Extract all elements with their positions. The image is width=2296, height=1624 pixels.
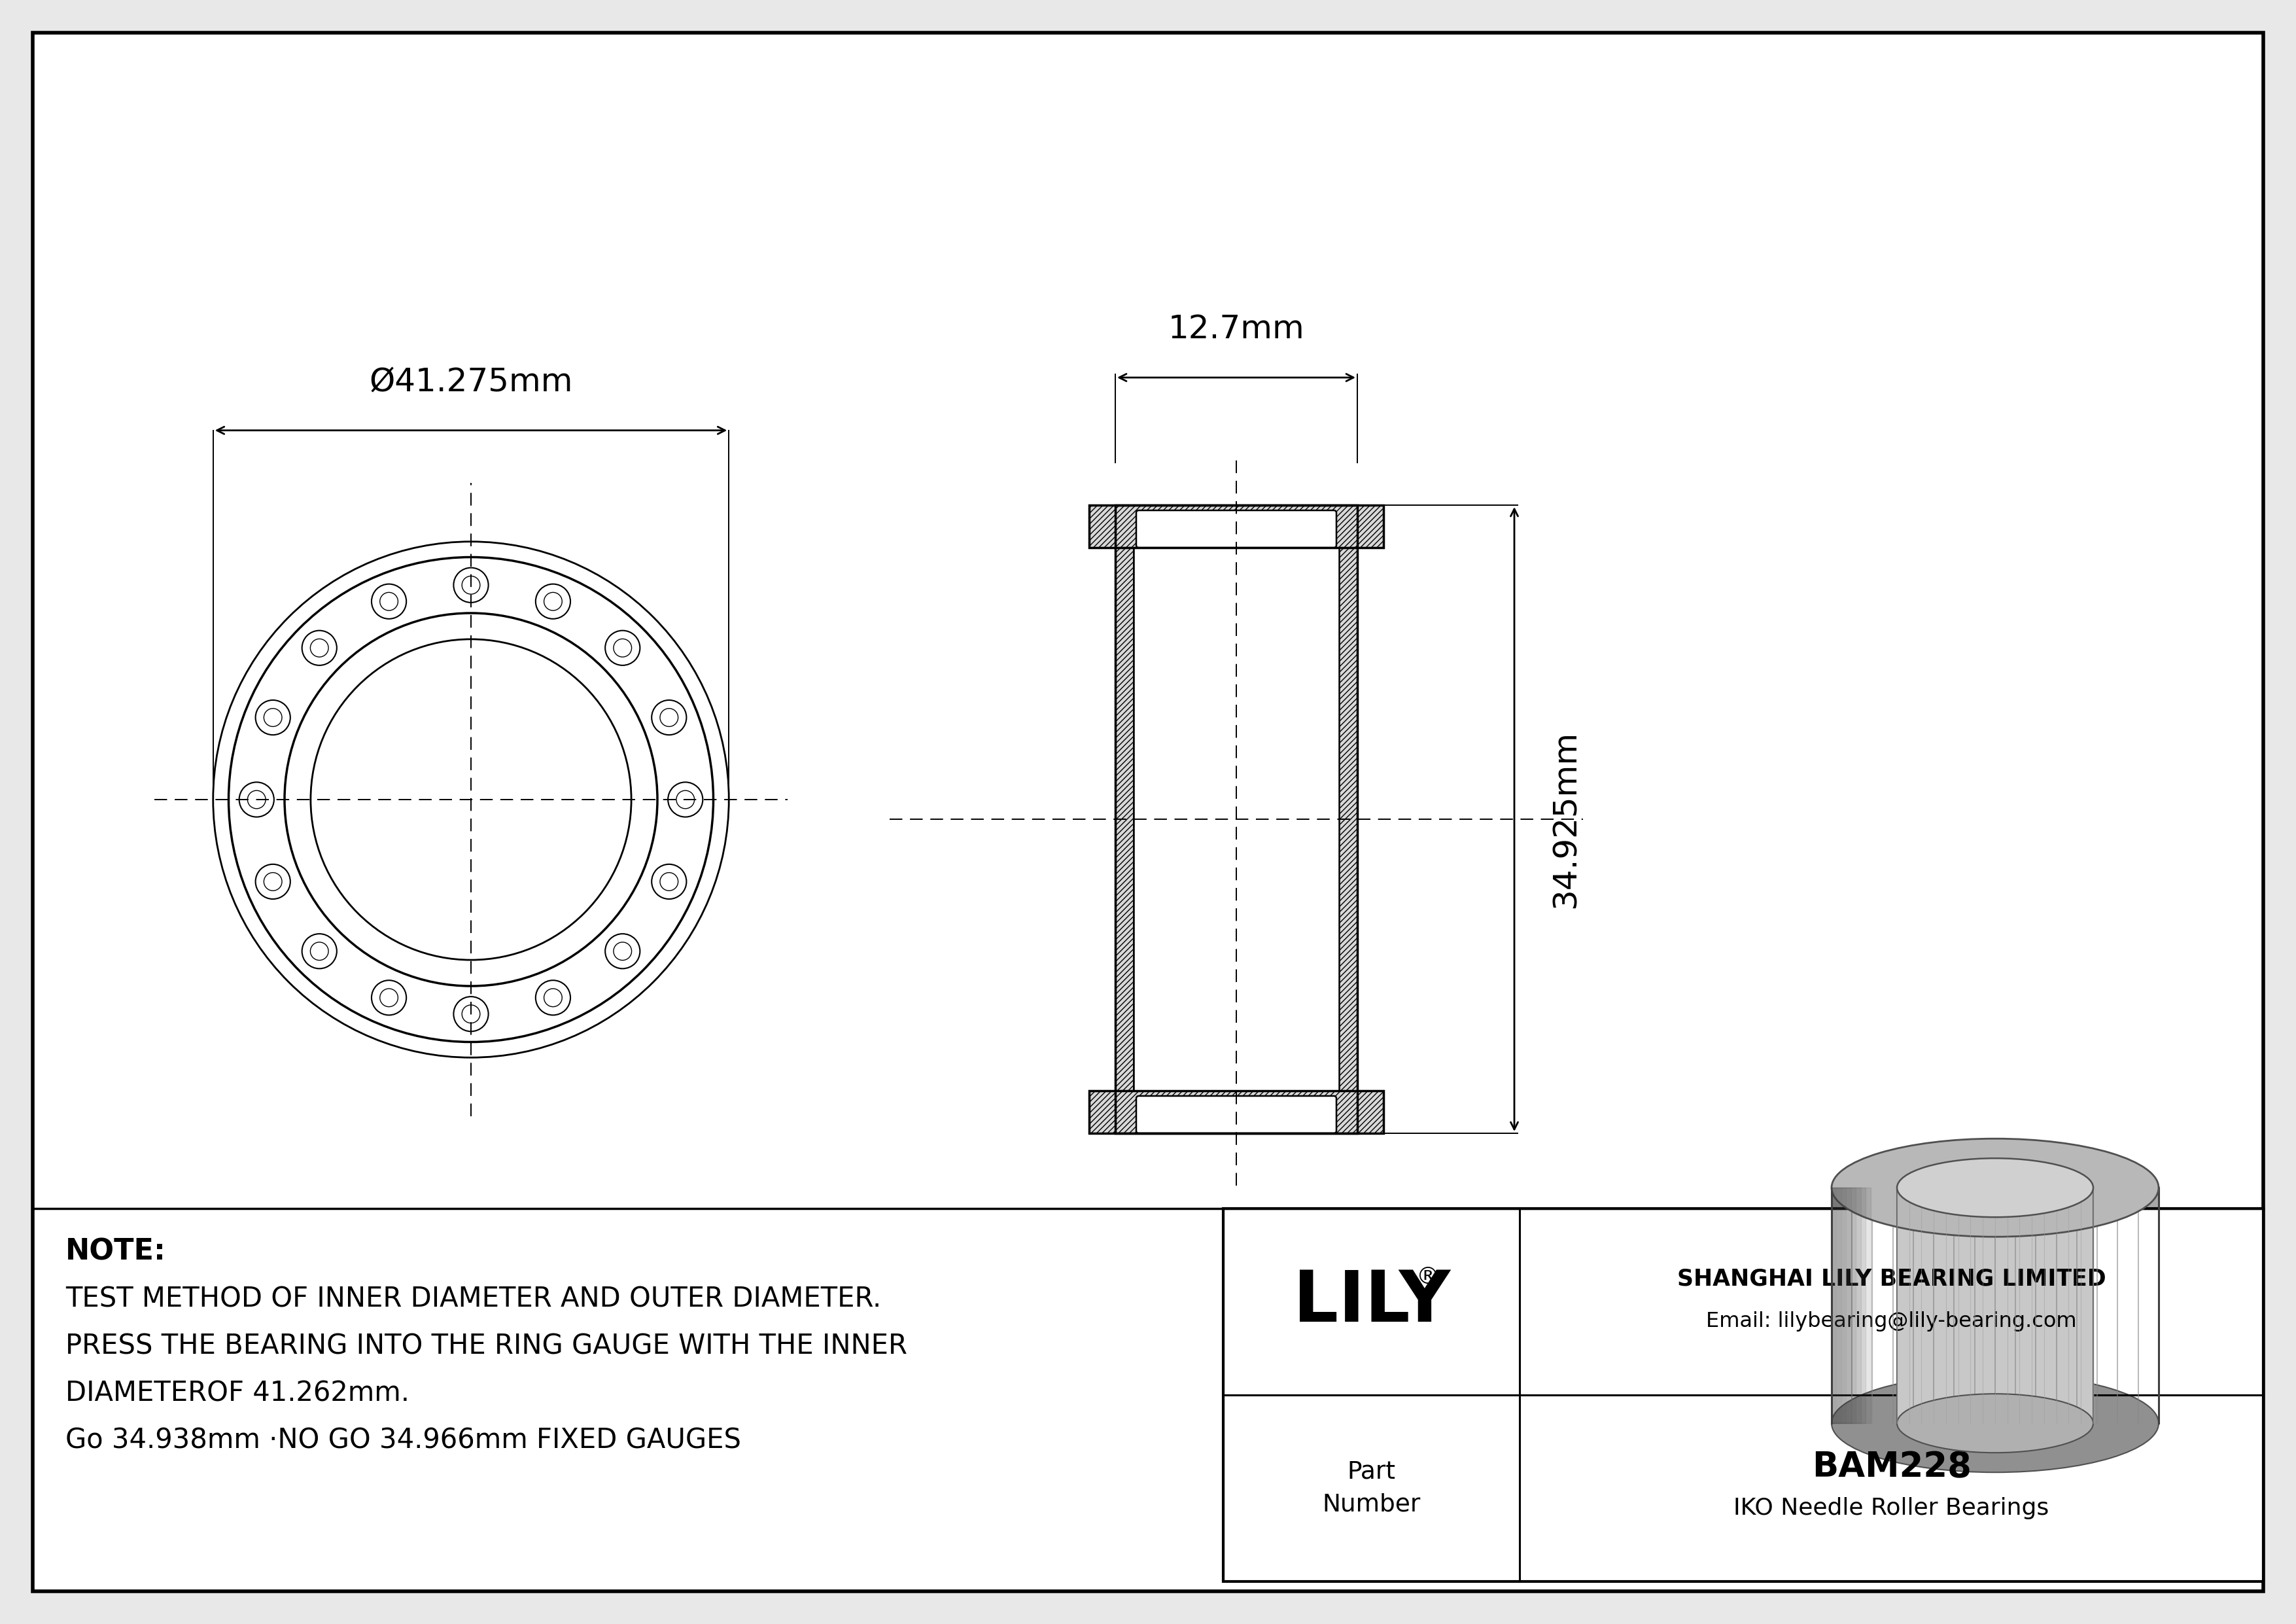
Text: DIAMETEROF 41.262mm.: DIAMETEROF 41.262mm.: [64, 1379, 409, 1406]
Circle shape: [652, 864, 687, 900]
Text: ®: ®: [1417, 1265, 1440, 1288]
Polygon shape: [1832, 1187, 1871, 1423]
Polygon shape: [1832, 1187, 1855, 1423]
Text: 34.925mm: 34.925mm: [1550, 731, 1582, 908]
Text: NOTE:: NOTE:: [64, 1237, 165, 1267]
FancyBboxPatch shape: [1137, 510, 1336, 547]
Bar: [1134, 547, 1339, 1091]
Text: Go 34.938mm ·NO GO 34.966mm FIXED GAUGES: Go 34.938mm ·NO GO 34.966mm FIXED GAUGES: [64, 1426, 742, 1453]
Bar: [1224, 1208, 2264, 1582]
Circle shape: [230, 557, 714, 1043]
Text: TEST METHOD OF INNER DIAMETER AND OUTER DIAMETER.: TEST METHOD OF INNER DIAMETER AND OUTER …: [64, 1285, 882, 1312]
Text: Ø41.275mm: Ø41.275mm: [370, 367, 574, 398]
Bar: [1088, 1091, 1384, 1134]
Ellipse shape: [1896, 1393, 2094, 1453]
Circle shape: [535, 585, 569, 619]
Circle shape: [535, 981, 569, 1015]
Circle shape: [372, 585, 406, 619]
Bar: [1088, 505, 1384, 1134]
FancyBboxPatch shape: [1137, 1096, 1336, 1134]
Polygon shape: [1832, 1187, 1862, 1423]
Ellipse shape: [1896, 1158, 2094, 1216]
Circle shape: [606, 630, 641, 666]
Circle shape: [455, 568, 489, 603]
Circle shape: [310, 640, 631, 960]
Text: Email: lilybearing@lily-bearing.com: Email: lilybearing@lily-bearing.com: [1706, 1311, 2078, 1332]
Text: IKO Needle Roller Bearings: IKO Needle Roller Bearings: [1733, 1497, 2050, 1518]
Polygon shape: [1832, 1187, 2158, 1423]
Polygon shape: [1896, 1187, 2094, 1423]
Polygon shape: [1832, 1187, 1851, 1423]
Circle shape: [303, 630, 338, 666]
Text: BAM228: BAM228: [1812, 1450, 1972, 1484]
Circle shape: [239, 783, 273, 817]
Circle shape: [303, 934, 338, 968]
Text: Part: Part: [1348, 1460, 1396, 1484]
Bar: [1116, 505, 1357, 1134]
Ellipse shape: [1832, 1138, 2158, 1237]
Circle shape: [255, 864, 289, 900]
Polygon shape: [1832, 1187, 1867, 1423]
Circle shape: [455, 997, 489, 1031]
Circle shape: [255, 700, 289, 736]
Circle shape: [668, 783, 703, 817]
Circle shape: [652, 700, 687, 736]
Text: SHANGHAI LILY BEARING LIMITED: SHANGHAI LILY BEARING LIMITED: [1676, 1268, 2105, 1289]
Text: PRESS THE BEARING INTO THE RING GAUGE WITH THE INNER: PRESS THE BEARING INTO THE RING GAUGE WI…: [64, 1332, 907, 1359]
Text: Number: Number: [1322, 1492, 1421, 1517]
Bar: [1116, 547, 1134, 1091]
Bar: [1088, 1091, 1384, 1134]
Circle shape: [372, 981, 406, 1015]
Text: LILY: LILY: [1293, 1267, 1451, 1337]
Bar: [1088, 505, 1384, 547]
Bar: [1088, 505, 1384, 547]
Text: 12.7mm: 12.7mm: [1169, 313, 1304, 344]
Ellipse shape: [1832, 1374, 2158, 1473]
Circle shape: [606, 934, 641, 968]
Bar: [1339, 547, 1357, 1091]
